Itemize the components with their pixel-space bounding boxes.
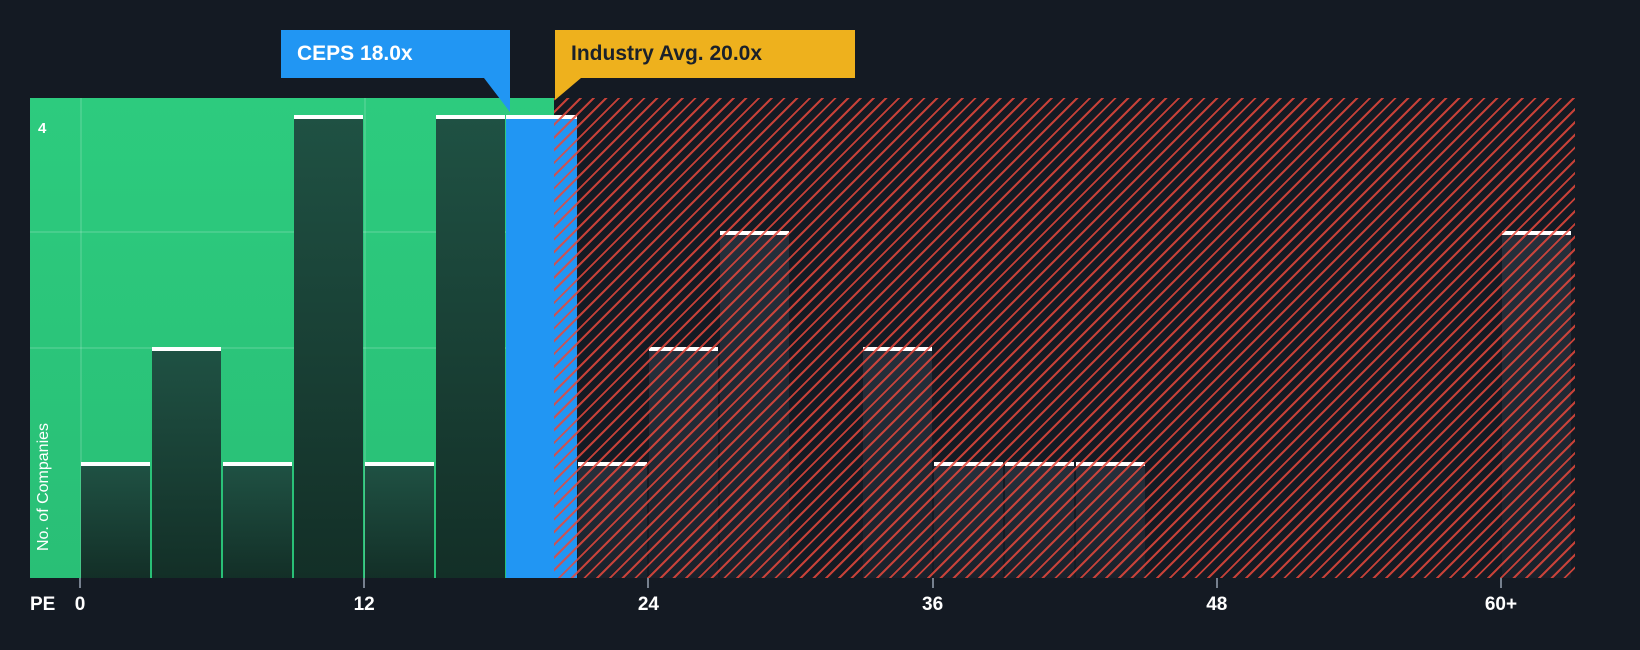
histogram-bar [1004, 462, 1074, 578]
histogram-bar [81, 462, 151, 578]
x-tick-label: 12 [353, 594, 375, 615]
histogram-bar [578, 462, 648, 578]
industry-avg-callout: Industry Avg. 20.0x [555, 30, 855, 100]
histogram-bar [152, 346, 222, 578]
histogram-bar [649, 346, 719, 578]
histogram-bar [436, 115, 506, 578]
company-pe-callout: CEPS 18.0x [281, 30, 510, 112]
x-tick-label: 36 [922, 594, 944, 615]
histogram-bar [223, 462, 293, 578]
y-axis-title: No. of Companies [35, 422, 52, 552]
x-tick-label: 60+ [1484, 594, 1518, 615]
y-tick-label: 4 [38, 120, 47, 137]
histogram-bar [720, 230, 790, 578]
gridline-vertical [364, 98, 367, 578]
gridline-vertical [80, 98, 82, 578]
gridline-horizontal [30, 230, 554, 233]
histogram-bar [294, 115, 364, 578]
industry-callout-pointer-icon [555, 78, 581, 100]
x-tick-label: 24 [637, 594, 659, 615]
x-tick-mark [1215, 578, 1218, 588]
x-tick-mark [1499, 578, 1502, 588]
x-tick-mark [931, 578, 934, 588]
histogram-bar [933, 462, 1003, 578]
histogram-bar [1075, 462, 1145, 578]
x-tick-mark [363, 578, 366, 588]
x-tick-label: 48 [1206, 594, 1228, 615]
industry-avg-callout-label: Industry Avg. 20.0x [571, 42, 763, 65]
histogram-bar [1501, 230, 1572, 578]
gridline-horizontal [30, 346, 554, 349]
histogram-bar [365, 462, 435, 578]
x-tick-label: 0 [74, 594, 86, 615]
x-tick-mark [647, 578, 650, 588]
company-pe-callout-label: CEPS 18.0x [297, 42, 413, 65]
x-axis-title: PE [30, 594, 56, 615]
company-callout-pointer-icon [484, 78, 510, 112]
histogram-bar [862, 346, 932, 578]
company-highlight-bar [506, 115, 578, 578]
x-tick-mark [79, 578, 81, 588]
